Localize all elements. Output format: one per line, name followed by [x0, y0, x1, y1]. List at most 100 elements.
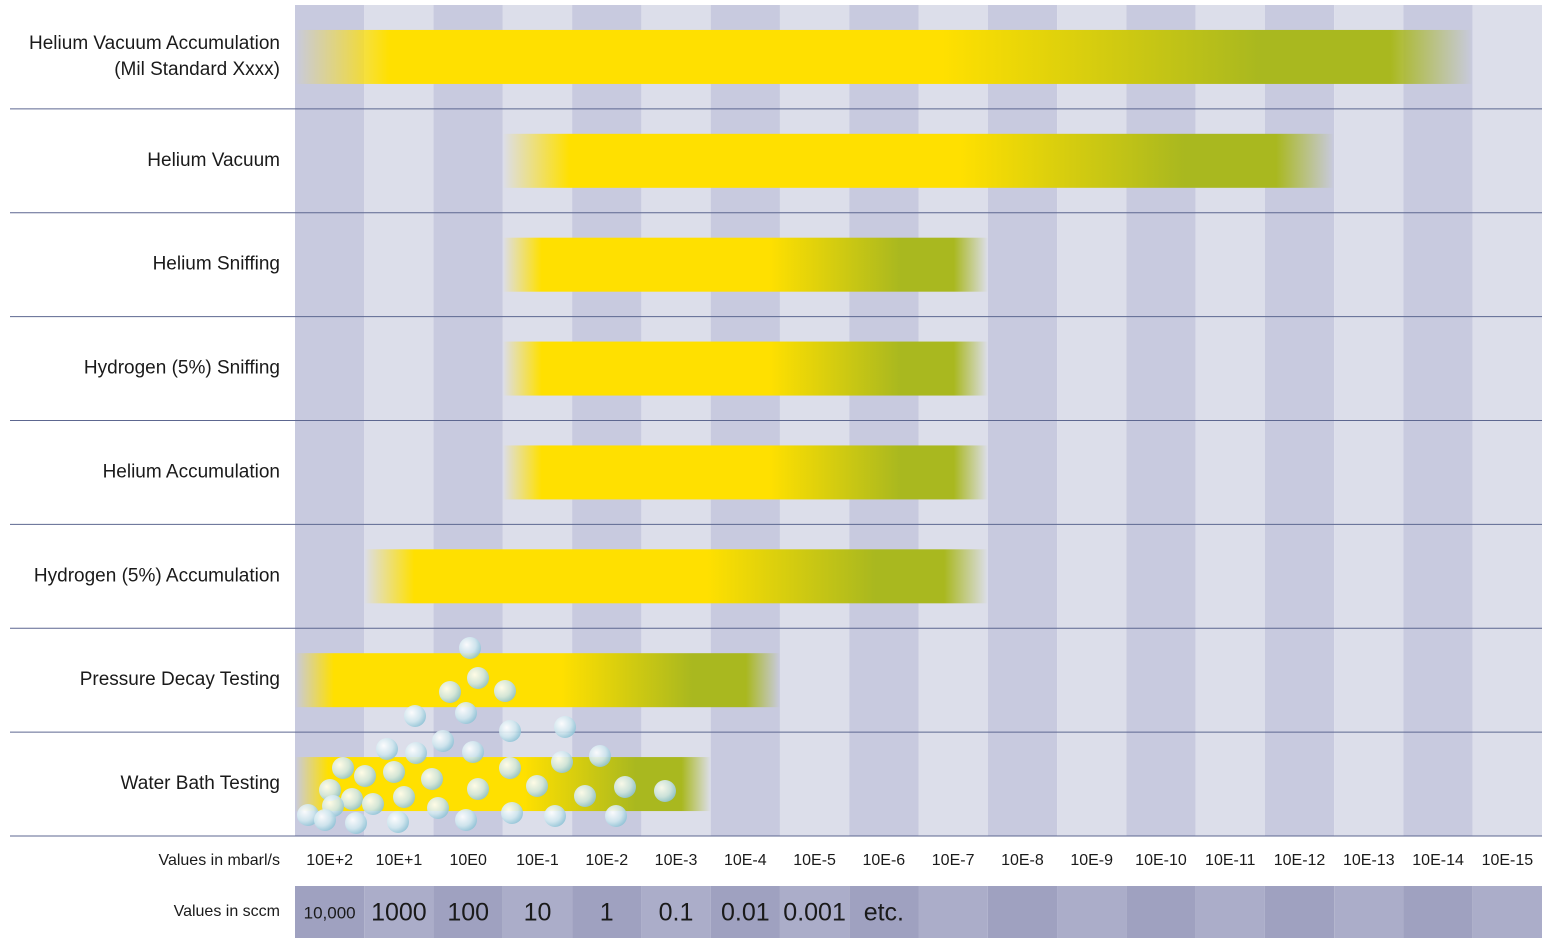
bubble: [654, 780, 676, 802]
grid-column-footer: [1126, 886, 1196, 938]
range-bar: [502, 341, 988, 396]
x-tick-label: 10E-11: [1205, 852, 1256, 869]
row-label: Pressure Decay Testing: [80, 669, 280, 690]
bubble: [341, 788, 363, 810]
x-tick-label: 10E-3: [655, 852, 698, 869]
bubble: [387, 811, 409, 833]
bubble: [467, 667, 489, 689]
bubble: [345, 812, 367, 834]
x-tick-label: 10E-7: [932, 852, 975, 869]
x-axis-label: Values in mbarl/s: [158, 852, 280, 869]
bubble: [499, 757, 521, 779]
grid-column-footer: [295, 886, 365, 938]
bubble: [362, 793, 384, 815]
bubble: [574, 785, 596, 807]
bubble: [499, 720, 521, 742]
range-bar: [364, 549, 988, 604]
row-label: Helium Vacuum: [147, 150, 280, 171]
row-label: Hydrogen (5%) Accumulation: [34, 565, 280, 586]
grid-column-footer: [1472, 886, 1542, 938]
grid-column-footer: [1264, 886, 1335, 938]
sccm-label: Values in sccm: [174, 903, 280, 920]
sccm-value: 10,000: [304, 903, 356, 922]
x-tick-label: 10E-1: [516, 852, 559, 869]
bubble: [332, 757, 354, 779]
grid-column-footer: [779, 886, 850, 938]
bubble: [427, 797, 449, 819]
sccm-value: 10: [524, 899, 552, 927]
x-tick-label: 10E-4: [724, 852, 767, 869]
bubble: [554, 716, 576, 738]
bubble: [544, 805, 566, 827]
grid-column-footer: [849, 886, 919, 938]
bubble: [459, 637, 481, 659]
grid-column-footer: [1057, 886, 1127, 938]
bubble: [383, 761, 405, 783]
sccm-value: 0.01: [721, 899, 770, 927]
bubble: [314, 809, 336, 831]
x-tick-label: 10E-2: [585, 852, 628, 869]
sccm-value: 0.1: [659, 899, 694, 927]
grid-column-footer: [710, 886, 780, 938]
x-tick-label: 10E-6: [863, 852, 906, 869]
bubble: [439, 681, 461, 703]
x-tick-label: 10E-15: [1482, 852, 1534, 869]
bubble: [614, 776, 636, 798]
range-bar: [502, 133, 1335, 188]
x-tick-label: 10E-5: [793, 852, 836, 869]
range-bar: [502, 445, 988, 500]
sccm-value: 1000: [371, 899, 427, 927]
x-tick-label: 10E+1: [376, 852, 423, 869]
x-tick-label: 10E-14: [1412, 852, 1464, 869]
row-label: Helium Accumulation: [103, 461, 280, 482]
bubble: [393, 786, 415, 808]
grid-column-footer: [364, 886, 434, 938]
row-label: Helium Vacuum Accumulation: [29, 33, 280, 54]
bubble: [297, 804, 319, 826]
x-tick-label: 10E0: [450, 852, 487, 869]
x-tick-label: 10E-8: [1001, 852, 1044, 869]
range-bar: [295, 29, 1473, 84]
x-tick-label: 10E-9: [1070, 852, 1113, 869]
bubble: [405, 742, 427, 764]
x-tick-label: 10E-12: [1274, 852, 1326, 869]
range-bar: [295, 653, 780, 708]
bubble: [455, 809, 477, 831]
bubble: [589, 745, 611, 767]
bubble: [462, 741, 484, 763]
grid-column-footer: [433, 886, 503, 938]
bubble: [376, 738, 398, 760]
bubble: [404, 705, 426, 727]
row-label: Water Bath Testing: [121, 773, 280, 794]
x-tick-label: 10E+2: [306, 852, 353, 869]
bubble: [605, 805, 627, 827]
bubble: [421, 768, 443, 790]
sccm-value: 0.001: [783, 899, 846, 927]
row-label: (Mil Standard Xxxx): [114, 59, 280, 80]
bubble: [501, 802, 523, 824]
grid-column-footer: [572, 886, 642, 938]
row-label: Hydrogen (5%) Sniffing: [84, 358, 280, 379]
x-tick-label: 10E-10: [1135, 852, 1187, 869]
grid-column-footer: [918, 886, 988, 938]
bubble: [467, 778, 489, 800]
bubble: [455, 702, 477, 724]
row-label: Helium Sniffing: [153, 254, 280, 275]
bubble: [551, 751, 573, 773]
sccm-value: 1: [600, 899, 614, 927]
grid-column-footer: [1195, 886, 1265, 938]
x-tick-label: 10E-13: [1343, 852, 1395, 869]
bubble: [354, 765, 376, 787]
sccm-value: 100: [447, 899, 489, 927]
grid-column-footer: [1403, 886, 1473, 938]
grid-column-footer: [502, 886, 573, 938]
sccm-value: etc.: [864, 899, 904, 927]
bubble: [432, 730, 454, 752]
grid-column-footer: [641, 886, 711, 938]
bubble: [494, 680, 516, 702]
range-bar: [502, 237, 988, 292]
grid-column-footer: [1334, 886, 1404, 938]
grid-column-footer: [987, 886, 1058, 938]
bubble: [526, 775, 548, 797]
